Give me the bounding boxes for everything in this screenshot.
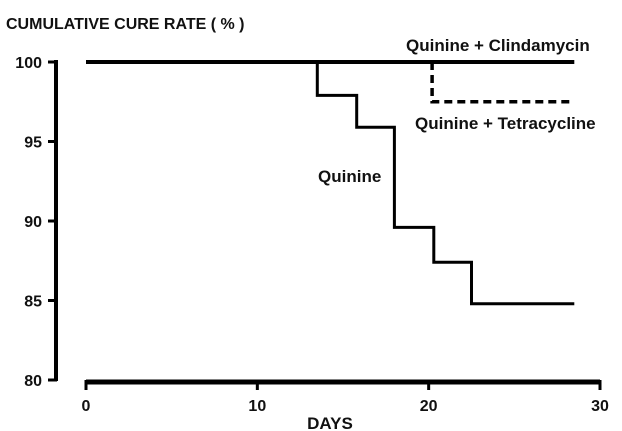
x-axis-label: DAYS — [307, 414, 353, 431]
x-tick-label: 20 — [420, 398, 438, 415]
series-line-quinine-tetracycline — [430, 62, 575, 104]
series-line-quinine — [315, 62, 575, 306]
series-label-quinine-tetracycline: Quinine + Tetracycline — [415, 114, 596, 133]
y-tick-label: 95 — [24, 135, 42, 152]
y-tick-label: 85 — [24, 294, 42, 311]
series-group — [86, 60, 575, 306]
y-tick-label: 80 — [24, 373, 42, 390]
x-ticks: 0 10 20 30 — [82, 380, 609, 415]
x-tick-label: 0 — [82, 398, 91, 415]
series-label-quinine-clindamycin: Quinine + Clindamycin — [406, 36, 590, 55]
x-tick-label: 10 — [248, 398, 266, 415]
y-axis-label: CUMULATIVE CURE RATE ( % ) — [6, 16, 245, 33]
x-tick-label: 30 — [591, 398, 609, 415]
y-tick-label: 90 — [24, 214, 42, 231]
y-ticks: 80 85 90 95 100 — [15, 55, 57, 390]
y-tick-label: 100 — [15, 55, 42, 72]
series-label-quinine: Quinine — [318, 167, 381, 186]
